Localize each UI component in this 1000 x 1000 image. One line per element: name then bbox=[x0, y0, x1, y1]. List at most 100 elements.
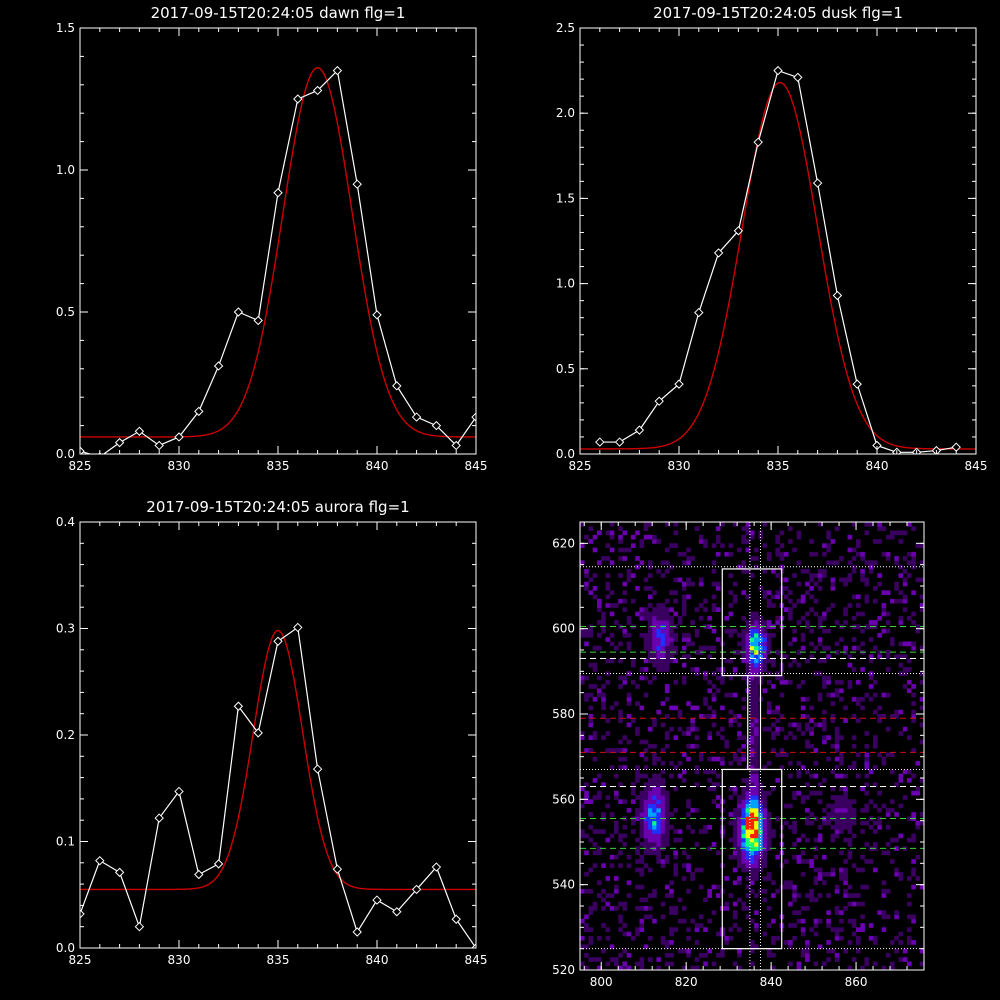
heatmap-cell bbox=[754, 611, 759, 617]
heatmap-cell bbox=[800, 833, 806, 839]
heatmap-cell bbox=[822, 573, 827, 578]
heatmap-cell bbox=[643, 658, 649, 664]
heatmap-cell bbox=[754, 756, 759, 762]
heatmap-cell bbox=[873, 829, 878, 834]
heatmap-cell bbox=[660, 615, 666, 621]
heatmap-cell bbox=[792, 658, 797, 664]
heatmap-cell bbox=[919, 820, 924, 826]
heatmap-cell bbox=[643, 799, 649, 804]
heatmap-cell bbox=[664, 628, 670, 634]
heatmap-cell bbox=[826, 910, 831, 915]
heatmap-cell bbox=[796, 854, 802, 860]
heatmap-cell bbox=[907, 927, 912, 932]
heatmap-cell bbox=[643, 586, 649, 591]
heatmap-cell bbox=[826, 692, 831, 698]
x-tick-label: 835 bbox=[767, 459, 790, 473]
heatmap-cell bbox=[732, 901, 738, 907]
heatmap-cell bbox=[860, 884, 865, 890]
heatmap-cell bbox=[597, 935, 602, 941]
heatmap-cell bbox=[745, 628, 751, 634]
heatmap-cell bbox=[800, 696, 806, 702]
heatmap-cell bbox=[707, 756, 712, 762]
heatmap-cell bbox=[745, 837, 751, 843]
heatmap-cell bbox=[703, 824, 708, 830]
heatmap-cell bbox=[792, 637, 797, 642]
heatmap-cell bbox=[771, 833, 776, 839]
heatmap-cell bbox=[775, 709, 780, 715]
heatmap-cell bbox=[584, 748, 589, 753]
x-tick-label: 825 bbox=[569, 459, 592, 473]
heatmap-cell bbox=[741, 539, 746, 544]
heatmap-cell bbox=[588, 910, 594, 915]
heatmap-cell bbox=[720, 760, 725, 766]
heatmap-cell bbox=[843, 859, 848, 864]
heatmap-cell bbox=[911, 692, 916, 698]
heatmap-cell bbox=[652, 799, 657, 804]
heatmap-cell bbox=[686, 594, 691, 600]
heatmap-cell bbox=[648, 637, 653, 642]
heatmap-cell bbox=[834, 773, 840, 779]
heatmap-cell bbox=[805, 739, 810, 745]
heatmap-cell bbox=[826, 812, 831, 817]
heatmap-cell bbox=[652, 632, 657, 638]
heatmap-cell bbox=[792, 824, 797, 830]
heatmap-cell bbox=[915, 628, 921, 634]
heatmap-cell bbox=[669, 590, 674, 595]
heatmap-cell bbox=[664, 944, 670, 950]
heatmap-cell bbox=[826, 654, 831, 659]
heatmap-cell bbox=[766, 726, 772, 732]
heatmap-cell bbox=[873, 620, 878, 625]
heatmap-cell bbox=[800, 632, 806, 638]
heatmap-cell bbox=[796, 859, 802, 864]
heatmap-cell bbox=[643, 526, 649, 531]
heatmap-cell bbox=[703, 671, 708, 676]
heatmap-cell bbox=[805, 893, 810, 898]
heatmap-cell bbox=[664, 940, 670, 945]
heatmap-cell bbox=[856, 539, 861, 544]
heatmap-cell bbox=[873, 645, 878, 651]
heatmap-cell bbox=[847, 829, 853, 834]
heatmap-cell bbox=[898, 654, 904, 659]
heatmap-cell bbox=[660, 940, 666, 945]
heatmap-cell bbox=[822, 718, 827, 723]
heatmap-cell bbox=[597, 893, 602, 898]
heatmap-cell bbox=[860, 577, 865, 583]
heatmap-cell bbox=[626, 568, 632, 574]
heatmap-cell bbox=[885, 534, 891, 540]
heatmap-cell bbox=[741, 795, 746, 800]
heatmap-cell bbox=[741, 820, 746, 826]
heatmap-cell bbox=[749, 769, 755, 775]
heatmap-cell bbox=[664, 607, 670, 612]
heatmap-cell bbox=[779, 556, 785, 561]
data-point-diamond bbox=[332, 864, 343, 874]
heatmap-cell bbox=[885, 590, 891, 595]
heatmap-cell bbox=[631, 543, 636, 548]
heatmap-cell bbox=[648, 560, 653, 566]
heatmap-cell bbox=[749, 842, 755, 847]
heatmap-cell bbox=[673, 837, 678, 843]
heatmap-cell bbox=[728, 603, 734, 608]
heatmap-cell bbox=[626, 632, 632, 638]
heatmap-cell bbox=[919, 739, 924, 745]
heatmap-cell bbox=[643, 577, 649, 583]
heatmap-cell bbox=[851, 799, 857, 804]
data-point-diamond bbox=[392, 381, 402, 391]
heatmap-cell bbox=[584, 628, 589, 634]
heatmap-cell bbox=[711, 628, 717, 634]
heatmap-cell bbox=[809, 812, 814, 817]
heatmap-cell bbox=[660, 769, 666, 775]
heatmap-cell bbox=[822, 628, 827, 634]
heatmap-cell bbox=[809, 731, 814, 736]
heatmap-cell bbox=[779, 675, 785, 681]
heatmap-cell bbox=[711, 782, 717, 787]
heatmap-cell bbox=[656, 842, 661, 847]
heatmap-cell bbox=[741, 615, 746, 621]
heatmap-cell bbox=[749, 654, 755, 659]
heatmap-cell bbox=[885, 611, 891, 617]
heatmap-cell bbox=[762, 842, 768, 847]
heatmap-cell bbox=[754, 846, 759, 851]
heatmap-cell bbox=[660, 824, 666, 830]
heatmap-cell bbox=[864, 522, 870, 527]
heatmap-cell bbox=[749, 795, 755, 800]
heatmap-cell bbox=[788, 598, 793, 604]
